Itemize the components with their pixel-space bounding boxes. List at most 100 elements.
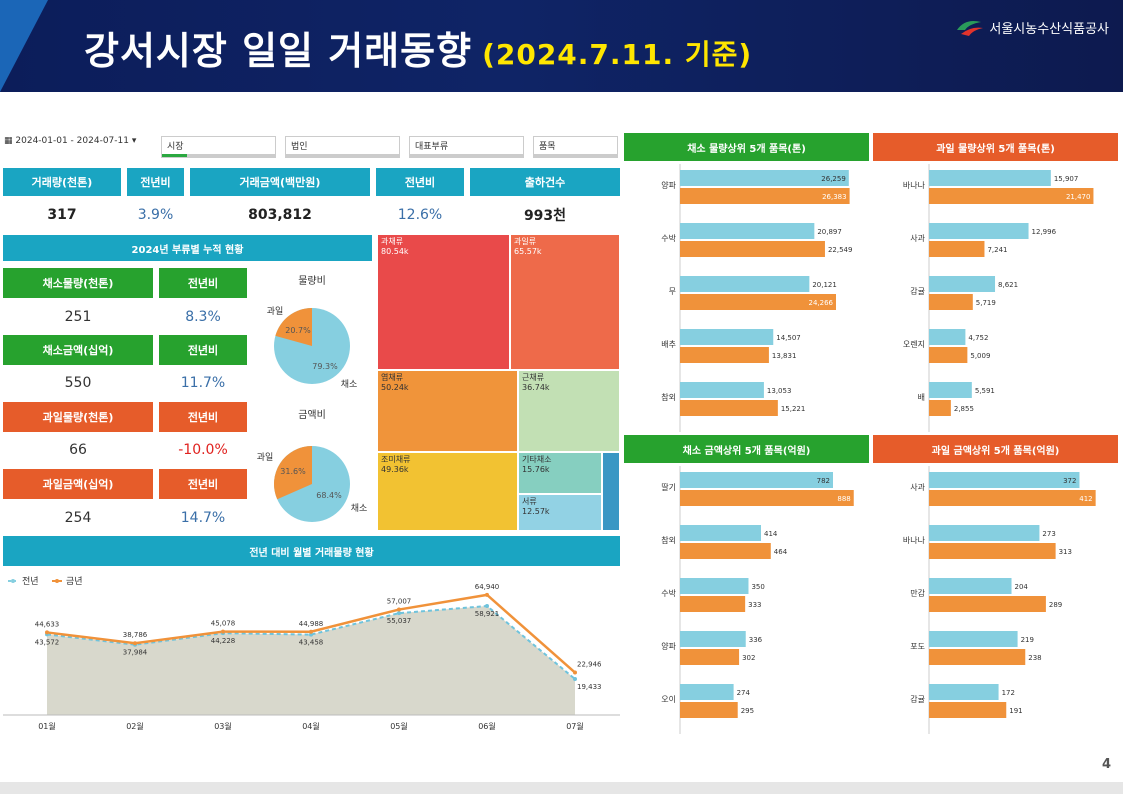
bar-curr[interactable] bbox=[929, 649, 1026, 665]
bar-curr[interactable] bbox=[929, 596, 1046, 612]
treemap-cell-misc[interactable] bbox=[602, 452, 620, 531]
treemap-cell-tubers[interactable]: 서류 12.57k bbox=[518, 494, 602, 531]
pie-amount-fruit-slice[interactable] bbox=[274, 446, 312, 500]
bar-label-prev: 12,996 bbox=[1032, 228, 1057, 236]
line-label-curr: 44,633 bbox=[35, 620, 60, 628]
bar-prev[interactable] bbox=[680, 170, 849, 186]
pie-volume-fruit-slice[interactable] bbox=[275, 308, 312, 346]
line-point-curr[interactable] bbox=[221, 629, 225, 634]
bar-prev[interactable] bbox=[929, 382, 972, 398]
bar-label-curr: 24,266 bbox=[808, 299, 833, 307]
bar-prev[interactable] bbox=[680, 472, 833, 488]
pie-volume-fruit-label: 과일 bbox=[267, 306, 284, 317]
line-point-prev[interactable] bbox=[397, 611, 401, 616]
line-point-curr[interactable] bbox=[485, 592, 489, 597]
bar-prev[interactable] bbox=[680, 684, 734, 700]
treemap-cell-seasoning-veg[interactable]: 조미채류 49.36k bbox=[377, 452, 518, 531]
date-range-filter[interactable]: ▦ 2024-01-01 - 2024-07-11 ▾ bbox=[4, 136, 136, 146]
bar-category-label: 무 bbox=[669, 287, 676, 296]
bar-label-curr: 313 bbox=[1059, 548, 1072, 556]
line-point-prev[interactable] bbox=[573, 677, 577, 682]
fruit-amount-yoy-header: 전년비 bbox=[159, 469, 247, 499]
bar-curr[interactable] bbox=[929, 294, 973, 310]
kpi-volume-value: 317 bbox=[47, 207, 77, 223]
line-x-tick-label: 04월 bbox=[302, 721, 320, 731]
line-label-prev: 43,458 bbox=[299, 639, 324, 647]
market-filter-progress bbox=[162, 154, 275, 157]
corp-filter[interactable]: 법인 bbox=[285, 136, 400, 158]
bar-curr[interactable] bbox=[929, 702, 1007, 718]
bar-prev[interactable] bbox=[929, 631, 1018, 647]
line-point-curr[interactable] bbox=[397, 607, 401, 612]
bar-curr[interactable] bbox=[680, 596, 746, 612]
bar-label-curr: 238 bbox=[1028, 654, 1041, 662]
bar-curr[interactable] bbox=[929, 347, 968, 363]
bar-prev[interactable] bbox=[680, 276, 810, 292]
bar-label-curr: 333 bbox=[748, 601, 761, 609]
org-logo-icon bbox=[957, 21, 984, 36]
bar-prev[interactable] bbox=[680, 329, 774, 345]
treemap-cell-name: 조미채류 bbox=[381, 455, 411, 464]
pie-amount-veg-label: 채소 bbox=[351, 503, 368, 514]
veg-amount-yoy-header: 전년비 bbox=[159, 335, 247, 365]
bar-prev[interactable] bbox=[680, 223, 815, 239]
line-point-prev[interactable] bbox=[485, 603, 489, 608]
bar-curr[interactable] bbox=[929, 188, 1094, 204]
bar-curr[interactable] bbox=[680, 649, 740, 665]
treemap-cell-fruit[interactable]: 과일류 65.57k bbox=[510, 234, 620, 370]
bar-label-prev: 15,907 bbox=[1054, 175, 1079, 183]
bar-curr[interactable] bbox=[929, 241, 985, 257]
bar-curr[interactable] bbox=[680, 294, 836, 310]
treemap-cell-name: 기타채소 bbox=[522, 455, 552, 464]
bar-prev[interactable] bbox=[929, 170, 1051, 186]
bar-prev[interactable] bbox=[929, 472, 1080, 488]
bar-curr[interactable] bbox=[680, 490, 854, 506]
bar-curr[interactable] bbox=[680, 702, 738, 718]
bar-category-label: 배 bbox=[918, 393, 925, 402]
bar-curr[interactable] bbox=[680, 347, 769, 363]
line-x-tick-label: 03월 bbox=[214, 721, 232, 731]
pie-amount-title: 금액비 bbox=[298, 409, 326, 421]
bar-curr[interactable] bbox=[929, 543, 1056, 559]
bar-prev[interactable] bbox=[929, 276, 996, 292]
bar-prev[interactable] bbox=[929, 684, 999, 700]
fruit-volume-yoy-header: 전년비 bbox=[159, 402, 247, 432]
veg-volume-header: 채소물량(천톤) bbox=[3, 268, 153, 298]
bar-prev[interactable] bbox=[929, 578, 1012, 594]
line-label-prev: 55,037 bbox=[387, 617, 412, 625]
bar-prev[interactable] bbox=[680, 382, 764, 398]
line-point-curr[interactable] bbox=[309, 629, 313, 634]
treemap-cell-name: 과채류 bbox=[381, 237, 404, 246]
bar-curr[interactable] bbox=[680, 188, 850, 204]
bar-prev[interactable] bbox=[929, 223, 1029, 239]
treemap-cell-leaf-veg[interactable]: 엽채류 50.24k bbox=[377, 370, 518, 452]
line-point-curr[interactable] bbox=[45, 630, 49, 635]
line-point-curr[interactable] bbox=[573, 670, 577, 675]
treemap-cell-other-veg[interactable]: 기타채소 15.76k bbox=[518, 452, 602, 494]
treemap-cell-name: 서류 bbox=[522, 497, 537, 506]
treemap-cell-fruit-veg[interactable]: 과채류 80.54k bbox=[377, 234, 510, 370]
bar-prev[interactable] bbox=[929, 525, 1040, 541]
line-label-curr: 44,988 bbox=[299, 620, 324, 628]
bar-curr[interactable] bbox=[680, 543, 771, 559]
bar-prev[interactable] bbox=[680, 631, 746, 647]
bar-curr[interactable] bbox=[680, 241, 825, 257]
bar-curr[interactable] bbox=[680, 400, 778, 416]
market-filter[interactable]: 시장 bbox=[161, 136, 276, 158]
kpi-amount-yoy-value: 12.6% bbox=[397, 207, 443, 223]
bar-curr[interactable] bbox=[929, 400, 951, 416]
line-plot: 01월 44,633 43,572 02월 38,786 37,984 03월 45,078 4… bbox=[3, 583, 620, 731]
bar-category-label: 양파 bbox=[661, 642, 676, 651]
bar-prev[interactable] bbox=[680, 525, 761, 541]
bar-curr[interactable] bbox=[929, 490, 1096, 506]
item-filter[interactable]: 품목 bbox=[533, 136, 618, 158]
line-point-prev[interactable] bbox=[309, 632, 313, 637]
bar-label-prev: 372 bbox=[1063, 477, 1076, 485]
calendar-icon: ▦ bbox=[4, 136, 13, 146]
treemap-cell-root-veg[interactable]: 근채류 36.74k bbox=[518, 370, 620, 452]
category-filter[interactable]: 대표부류 bbox=[409, 136, 524, 158]
bar-prev[interactable] bbox=[929, 329, 966, 345]
line-point-curr[interactable] bbox=[133, 641, 137, 646]
treemap-cell-name: 근채류 bbox=[522, 373, 545, 382]
bar-prev[interactable] bbox=[680, 578, 749, 594]
